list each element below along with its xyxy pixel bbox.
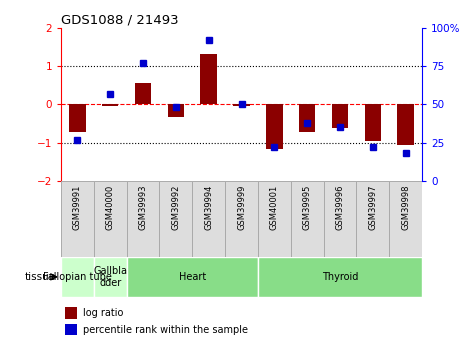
- Bar: [233, 104, 250, 106]
- FancyBboxPatch shape: [389, 181, 422, 257]
- Text: GDS1088 / 21493: GDS1088 / 21493: [61, 13, 179, 27]
- FancyBboxPatch shape: [225, 181, 258, 257]
- FancyBboxPatch shape: [192, 181, 225, 257]
- Text: GSM39997: GSM39997: [368, 185, 378, 230]
- FancyBboxPatch shape: [94, 257, 127, 297]
- Bar: [299, 104, 315, 132]
- Bar: [332, 104, 348, 128]
- FancyBboxPatch shape: [127, 181, 159, 257]
- Bar: [167, 104, 184, 117]
- Text: tissue: tissue: [25, 272, 56, 282]
- Text: GSM40001: GSM40001: [270, 185, 279, 230]
- Text: percentile rank within the sample: percentile rank within the sample: [83, 325, 248, 335]
- Bar: [65, 307, 77, 319]
- Text: Fallopian tube: Fallopian tube: [43, 272, 112, 282]
- Text: GSM39995: GSM39995: [303, 185, 312, 230]
- Text: GSM39999: GSM39999: [237, 185, 246, 230]
- FancyBboxPatch shape: [61, 257, 94, 297]
- Bar: [266, 104, 282, 148]
- Bar: [200, 55, 217, 104]
- Text: log ratio: log ratio: [83, 308, 123, 318]
- Bar: [397, 104, 414, 145]
- FancyBboxPatch shape: [94, 181, 127, 257]
- FancyBboxPatch shape: [324, 181, 356, 257]
- Text: Heart: Heart: [179, 272, 206, 282]
- FancyBboxPatch shape: [291, 181, 324, 257]
- FancyBboxPatch shape: [61, 181, 94, 257]
- Bar: [65, 324, 77, 335]
- FancyBboxPatch shape: [258, 257, 422, 297]
- FancyBboxPatch shape: [258, 181, 291, 257]
- Text: Gallbla
dder: Gallbla dder: [93, 266, 127, 288]
- Bar: [135, 83, 151, 104]
- Text: GSM39993: GSM39993: [138, 185, 148, 230]
- Bar: [102, 104, 118, 106]
- Text: Thyroid: Thyroid: [322, 272, 358, 282]
- Text: GSM39998: GSM39998: [401, 185, 410, 230]
- Text: GSM39994: GSM39994: [204, 185, 213, 230]
- Bar: [69, 104, 85, 132]
- FancyBboxPatch shape: [356, 181, 389, 257]
- Bar: [364, 104, 381, 141]
- Text: GSM39996: GSM39996: [335, 185, 345, 230]
- Text: GSM39991: GSM39991: [73, 185, 82, 230]
- FancyBboxPatch shape: [127, 257, 258, 297]
- Text: GSM40000: GSM40000: [106, 185, 115, 230]
- Text: GSM39992: GSM39992: [171, 185, 181, 230]
- FancyBboxPatch shape: [159, 181, 192, 257]
